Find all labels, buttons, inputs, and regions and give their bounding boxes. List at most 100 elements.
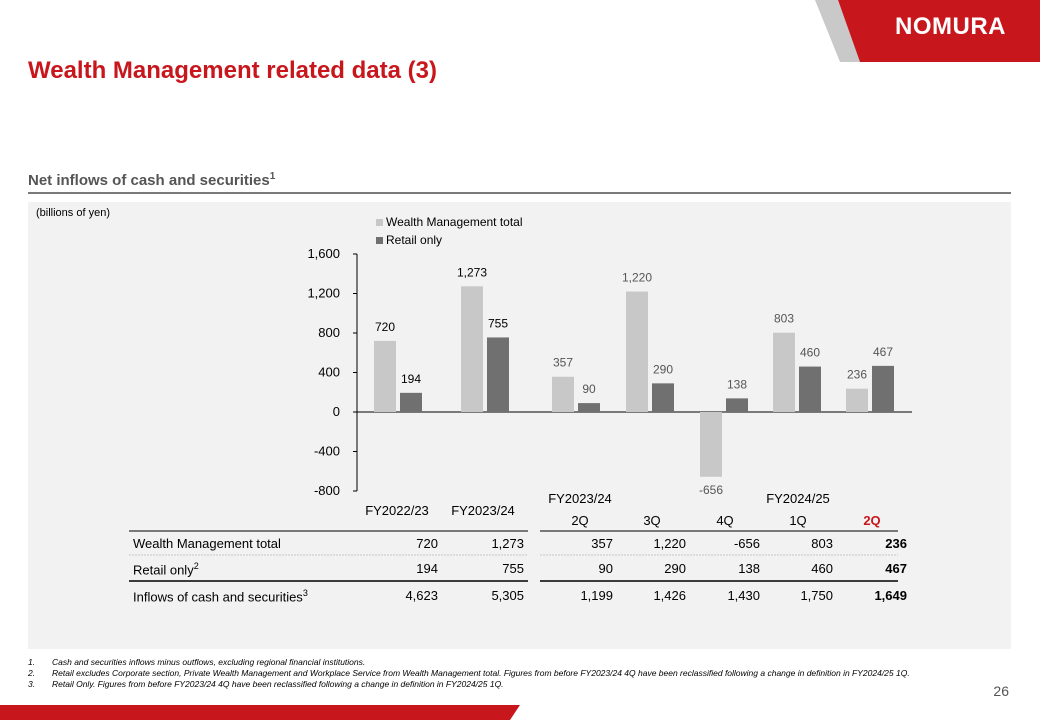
bar-wm-total bbox=[461, 286, 483, 412]
bar-wm-total bbox=[773, 332, 795, 412]
bar-retail-only bbox=[578, 403, 600, 412]
table-cell: 1,199 bbox=[580, 588, 613, 603]
y-tick-label: -400 bbox=[314, 444, 340, 459]
data-label-wm-total: 357 bbox=[553, 356, 573, 370]
table-cell: 1,430 bbox=[727, 588, 760, 603]
y-tick-label: 1,200 bbox=[307, 286, 340, 301]
header-q-2q: 2Q bbox=[571, 513, 589, 528]
data-label-retail-only: 194 bbox=[401, 372, 421, 386]
table-cell: 357 bbox=[591, 536, 613, 551]
table-cell: 236 bbox=[885, 536, 907, 551]
data-label-wm-total: 1,273 bbox=[457, 265, 487, 279]
header-group-fy2023-24: FY2023/24 bbox=[548, 491, 612, 506]
table-cell: 290 bbox=[664, 561, 686, 576]
data-label-retail-only: 460 bbox=[800, 346, 820, 360]
table-cell: 755 bbox=[502, 561, 524, 576]
data-label-retail-only: 467 bbox=[873, 345, 893, 359]
y-tick-label: 1,600 bbox=[307, 246, 340, 261]
table-cell: 1,426 bbox=[653, 588, 686, 603]
header-q-1q: 1Q bbox=[789, 513, 807, 528]
table-cell: 720 bbox=[416, 536, 438, 551]
footnote: 1. Cash and securities inflows minus outf… bbox=[28, 657, 948, 668]
table-cell: 4,623 bbox=[405, 588, 438, 603]
row-label-inflows-sup: 3 bbox=[302, 588, 308, 598]
legend-label-retail: Retail only bbox=[386, 233, 443, 247]
y-tick-label: 400 bbox=[318, 365, 340, 380]
footnote-number: 1. bbox=[28, 657, 36, 667]
table-cell: 467 bbox=[885, 561, 907, 576]
footnote-number: 3. bbox=[28, 679, 36, 689]
footnote: 2. Retail excludes Corporate section, Pri… bbox=[28, 668, 948, 679]
section-divider bbox=[28, 192, 1011, 194]
footnote: 3. Retail Only. Figures from before FY202… bbox=[28, 679, 948, 690]
header-fy2022-23: FY2022/23 bbox=[365, 503, 429, 518]
bar-retail-only bbox=[400, 392, 422, 412]
footnotes: 1. Cash and securities inflows minus outf… bbox=[28, 657, 948, 690]
header-group-fy2024-25: FY2024/25 bbox=[766, 491, 830, 506]
legend-item-wm: Wealth Management total bbox=[376, 213, 523, 231]
section-title: Net inflows of cash and securities1 bbox=[28, 171, 275, 189]
header-q-4q: 4Q bbox=[716, 513, 734, 528]
row-label-retail-only-sup: 2 bbox=[193, 561, 199, 571]
y-tick-label: 800 bbox=[318, 325, 340, 340]
row-label-inflows-text: Inflows of cash and securities bbox=[133, 589, 303, 605]
logo-banner bbox=[815, 0, 1040, 62]
legend-item-retail: Retail only bbox=[376, 231, 523, 249]
header-q-2q-current: 2Q bbox=[863, 513, 881, 528]
bar-retail-only bbox=[799, 366, 821, 412]
section-title-text: Net inflows of cash and securities bbox=[28, 172, 270, 189]
footnote-text: Cash and securities inflows minus outflo… bbox=[52, 657, 366, 667]
data-label-wm-total: 803 bbox=[774, 312, 794, 326]
table-cell: 803 bbox=[811, 536, 833, 551]
chart-legend: Wealth Management total Retail only bbox=[376, 213, 523, 249]
header-fy2023-24: FY2023/24 bbox=[451, 503, 515, 518]
data-label-retail-only: 290 bbox=[653, 362, 673, 376]
bar-wm-total bbox=[846, 388, 868, 412]
bar-wm-total bbox=[552, 376, 574, 412]
table-cell: 5,305 bbox=[491, 588, 524, 603]
bar-retail-only bbox=[872, 365, 894, 412]
data-label-wm-total: 236 bbox=[847, 368, 867, 382]
nomura-logo: NOMURA bbox=[895, 13, 1006, 40]
data-label-retail-only: 90 bbox=[582, 382, 596, 396]
section-title-footnote-ref: 1 bbox=[269, 171, 276, 182]
bottom-brand-bar bbox=[0, 705, 520, 720]
bar-wm-total bbox=[374, 340, 396, 412]
row-label-retail-only-text: Retail only bbox=[133, 562, 194, 578]
data-label-wm-total: 720 bbox=[375, 320, 395, 334]
row-label-wm-total: Wealth Management total bbox=[133, 536, 281, 551]
table-cell: 460 bbox=[811, 561, 833, 576]
bar-wm-total bbox=[700, 412, 722, 477]
table-cell: 194 bbox=[416, 561, 438, 576]
unit-label: (billions of yen) bbox=[36, 207, 110, 219]
table-cell: 1,750 bbox=[800, 588, 833, 603]
legend-swatch-wm bbox=[376, 218, 383, 226]
data-label-wm-total: -656 bbox=[699, 483, 723, 497]
legend-swatch-retail bbox=[376, 236, 383, 244]
chart-panel bbox=[28, 202, 1011, 649]
footnote-text: Retail excludes Corporate section, Priva… bbox=[52, 668, 910, 678]
data-label-retail-only: 755 bbox=[488, 316, 508, 330]
y-tick-label: -800 bbox=[314, 483, 340, 498]
table-cell: 138 bbox=[738, 561, 760, 576]
footnote-text: Retail Only. Figures from before FY2023/… bbox=[52, 679, 504, 689]
bar-wm-total bbox=[626, 291, 648, 412]
legend-label-wm: Wealth Management total bbox=[386, 215, 523, 229]
y-tick-label: 0 bbox=[333, 404, 340, 419]
row-label-retail-only: Retail only2 bbox=[133, 561, 199, 577]
bar-retail-only bbox=[652, 383, 674, 412]
data-label-wm-total: 1,220 bbox=[622, 271, 652, 285]
bar-retail-only bbox=[726, 398, 748, 412]
table-cell: 1,273 bbox=[491, 536, 524, 551]
table-cell: 1,649 bbox=[874, 588, 907, 603]
data-label-retail-only: 138 bbox=[727, 377, 747, 391]
footnote-number: 2. bbox=[28, 668, 36, 678]
table-cell: 1,220 bbox=[653, 536, 686, 551]
page-title: Wealth Management related data (3) bbox=[28, 57, 437, 84]
table-cell: -656 bbox=[733, 536, 760, 551]
row-label-inflows: Inflows of cash and securities3 bbox=[133, 588, 308, 604]
page-number: 26 bbox=[993, 683, 1009, 699]
table-cell: 90 bbox=[598, 561, 613, 576]
